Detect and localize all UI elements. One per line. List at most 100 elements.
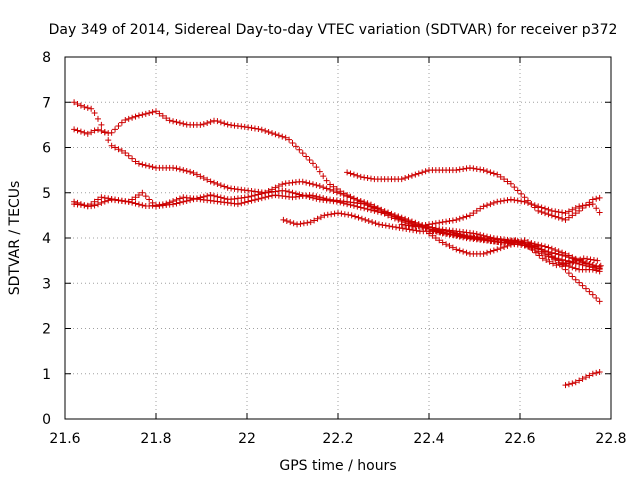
data-point: [275, 132, 282, 139]
data-point: [224, 184, 231, 191]
data-point: [153, 108, 159, 115]
data-point: [320, 173, 327, 180]
data-point: [84, 130, 91, 137]
data-point: [282, 134, 289, 141]
x-tick-label: 22: [238, 431, 256, 447]
plot-frame: [64, 56, 612, 420]
data-point: [316, 194, 323, 201]
data-point: [453, 167, 460, 174]
data-point: [466, 164, 473, 171]
data-point: [320, 195, 327, 202]
data-point: [307, 219, 314, 226]
data-point: [542, 243, 549, 250]
data-point: [460, 248, 467, 255]
data-point: [555, 214, 562, 221]
data-point: [491, 238, 498, 245]
data-point: [464, 233, 471, 240]
data-point: [132, 158, 139, 165]
data-point: [385, 209, 392, 216]
data-point: [545, 244, 552, 251]
data-point: [484, 249, 491, 256]
data-point: [439, 239, 446, 246]
data-point: [309, 181, 316, 188]
data-point: [294, 221, 301, 228]
data-point: [311, 217, 318, 224]
data-point: [290, 220, 297, 227]
data-point: [504, 242, 511, 249]
data-point: [579, 202, 586, 209]
data-point: [545, 250, 552, 257]
data-point: [439, 219, 446, 226]
y-tick-label: 6: [42, 141, 51, 157]
data-point: [77, 128, 84, 135]
data-point: [122, 116, 129, 123]
data-point: [480, 167, 487, 174]
data-point: [200, 175, 207, 182]
data-point: [272, 131, 279, 138]
data-point: [590, 257, 597, 264]
grid-lines: [65, 57, 611, 419]
data-point: [115, 123, 122, 130]
data-point: [579, 282, 586, 289]
data-point: [88, 129, 95, 136]
data-point: [522, 242, 529, 249]
x-tick-label: 22.8: [595, 431, 626, 447]
data-point: [361, 174, 368, 181]
data-point: [262, 127, 269, 134]
data-point: [166, 117, 173, 124]
data-point: [456, 166, 463, 173]
data-point: [348, 212, 355, 219]
data-point: [507, 196, 514, 203]
data-point: [341, 211, 348, 218]
data-point: [406, 226, 413, 233]
data-point: [572, 265, 579, 272]
data-point: [552, 255, 559, 262]
data-point: [596, 369, 603, 376]
data-point: [507, 241, 514, 248]
data-point: [101, 198, 108, 205]
data-point: [316, 168, 323, 175]
data-point: [484, 233, 491, 240]
data-point: [485, 237, 492, 244]
data-point: [586, 261, 593, 268]
data-point: [589, 291, 596, 298]
data-point: [408, 172, 415, 179]
data-point: [456, 247, 463, 254]
data-point: [248, 197, 255, 204]
data-point: [265, 129, 272, 136]
data-point: [456, 215, 463, 222]
data-point: [498, 239, 505, 246]
data-point: [511, 197, 518, 204]
data-point: [135, 192, 142, 199]
y-axis-label: SDTVAR / TECUs: [7, 181, 23, 296]
data-point: [299, 178, 306, 185]
data-point: [430, 228, 437, 235]
data-point: [481, 236, 488, 243]
data-point: [159, 201, 166, 208]
data-point: [419, 222, 426, 229]
data-point: [468, 234, 475, 241]
data-point: [71, 126, 78, 133]
data-point: [94, 115, 101, 122]
data-point: [432, 235, 439, 241]
data-point: [323, 177, 330, 184]
data-point: [345, 211, 352, 218]
data-point: [480, 232, 487, 239]
data-point: [473, 165, 480, 172]
data-point: [365, 218, 372, 225]
data-point: [494, 246, 501, 253]
data-point: [146, 109, 153, 116]
data-point: [176, 195, 183, 202]
data-point: [497, 245, 504, 252]
data-point: [490, 170, 497, 177]
data-point: [596, 298, 603, 305]
data-point: [166, 199, 173, 206]
data-point: [258, 195, 265, 202]
data-point: [426, 230, 432, 237]
data-point: [139, 189, 146, 196]
data-point: [98, 127, 105, 134]
data-point: [497, 173, 504, 180]
x-tick-label: 22.4: [413, 431, 444, 447]
data-point: [582, 202, 589, 209]
data-point: [405, 173, 412, 180]
